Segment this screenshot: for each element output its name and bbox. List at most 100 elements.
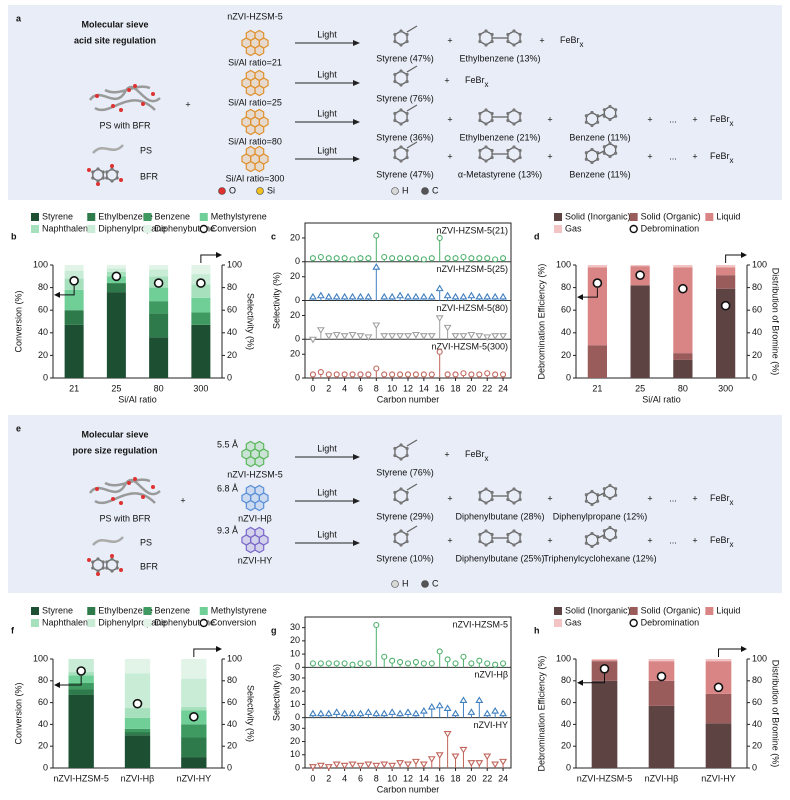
stem [412, 255, 419, 262]
atom [96, 569, 100, 573]
product-label: Styrene (36%) [376, 132, 434, 142]
atom [399, 443, 403, 447]
atom [91, 170, 95, 174]
stem-marker [428, 371, 435, 378]
atom [512, 529, 516, 533]
panel-label: c [271, 231, 276, 241]
stem-marker [372, 263, 381, 270]
stem [444, 656, 451, 668]
y-tick-label: 20 [290, 232, 300, 242]
atom [484, 529, 488, 533]
x-tick-label: 14 [419, 773, 429, 783]
stem [388, 708, 397, 718]
x-tick-label: 22 [482, 773, 492, 783]
stem-marker [397, 658, 404, 666]
scatter-point [592, 278, 603, 288]
stem [325, 660, 332, 668]
stem-marker [356, 292, 365, 300]
stem [467, 708, 476, 718]
stem-marker [452, 255, 459, 262]
bromine-atom [141, 495, 145, 499]
atom [393, 79, 397, 84]
zeolite-cage [254, 44, 265, 57]
atom [110, 167, 114, 171]
plus-sign: + [180, 495, 185, 505]
stem-marker [380, 292, 389, 300]
atom [602, 151, 606, 155]
y2-axis-label: Distribution of Bromine (%) [771, 268, 781, 376]
stem-marker [483, 292, 492, 300]
stem-marker [396, 760, 405, 767]
legend-marker [199, 224, 208, 234]
stem [483, 292, 492, 301]
bar-segment [124, 735, 151, 768]
stem [356, 762, 365, 770]
stem [404, 333, 412, 340]
atom-legend-label: Si [267, 185, 275, 195]
stem [427, 703, 436, 718]
stem [356, 292, 365, 301]
axis-pointer-head [54, 681, 60, 688]
stem [468, 371, 475, 378]
stem [357, 255, 364, 262]
x-tick-label: 12 [403, 773, 413, 783]
stem-marker [364, 761, 373, 769]
bar-segment [587, 345, 607, 378]
bromine-atom [133, 84, 137, 88]
stem-marker [460, 370, 467, 377]
stem-marker [468, 371, 475, 378]
legend-label: Liquid [716, 211, 740, 221]
stem-marker [499, 709, 508, 717]
stem [436, 348, 443, 378]
legend-label: Debromination [641, 617, 700, 627]
atom-legend [421, 187, 429, 195]
legend-swatch [199, 213, 208, 221]
y-tick-label: 0 [566, 372, 571, 382]
stem [427, 333, 436, 340]
bar-segment [64, 324, 84, 378]
atom [105, 170, 109, 174]
atom [399, 487, 403, 491]
scatter-point [189, 711, 199, 722]
stem-marker [476, 255, 483, 262]
ellipsis: ... [669, 151, 677, 161]
stem-marker [388, 708, 397, 715]
atom [596, 499, 600, 503]
atom [512, 487, 516, 491]
legend-swatch [629, 607, 638, 615]
bar-segment [648, 705, 675, 768]
x-tick-label: 12 [403, 383, 413, 393]
bar-segment [716, 275, 736, 289]
atom [405, 453, 409, 458]
plus-sign: + [444, 449, 449, 459]
stem [308, 292, 317, 301]
y2-tick-label: 40 [752, 719, 762, 729]
stem-marker [373, 365, 380, 372]
x-tick-label: 6 [358, 383, 363, 393]
x-tick-label: 0 [310, 383, 315, 393]
stem [427, 756, 436, 768]
bar-segment [191, 312, 211, 325]
y2-tick-label: 20 [752, 350, 762, 360]
atom [608, 496, 612, 501]
x-axis-label: Si/Al ratio [118, 394, 157, 404]
stem [420, 371, 427, 378]
axis-pointer [718, 648, 742, 657]
bromine-atom [119, 501, 123, 505]
stem-marker [436, 648, 443, 655]
stem [357, 371, 364, 378]
y-tick-label: 40 [38, 327, 48, 337]
stem-marker [444, 371, 451, 378]
atom [512, 501, 516, 505]
bar-segment [673, 267, 693, 354]
stem [451, 292, 460, 301]
atom [602, 114, 606, 118]
stem-marker [348, 331, 357, 339]
stem [491, 761, 500, 769]
bar-segment [648, 659, 675, 662]
atom [399, 501, 403, 505]
support-label: Si/Al ratio=300 [226, 173, 285, 183]
bar-segment [149, 313, 169, 338]
atom [101, 176, 105, 180]
stem-marker [397, 371, 404, 378]
